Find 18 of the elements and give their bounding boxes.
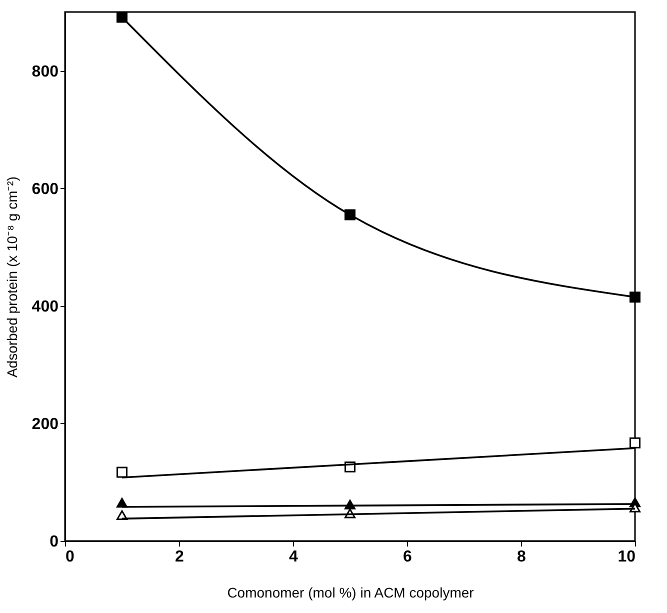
point	[630, 292, 640, 303]
x-axis-title: Comonomer (mol %) in ACM copolymer	[227, 584, 474, 600]
y-axis-title: Adsorbed protein (x 10⁻⁸ g cm⁻²)	[4, 176, 20, 378]
x-tick-label: 4	[289, 548, 298, 566]
point	[630, 437, 640, 448]
y-tick-label: 200	[32, 416, 59, 433]
point	[116, 466, 128, 478]
point	[344, 209, 356, 220]
y-tick-label: 400	[32, 298, 59, 316]
x-tick-label: 0	[66, 548, 74, 566]
x-tick-label: 10	[618, 548, 636, 566]
y-tick-label: 0	[50, 534, 59, 550]
x-tick-label: 8	[517, 548, 526, 566]
x-tick-label: 6	[403, 548, 412, 566]
y-tick-label: 600	[32, 180, 59, 198]
x-tick-label: 2	[175, 548, 184, 566]
point	[116, 12, 128, 23]
y-tick-label: 800	[32, 63, 59, 80]
